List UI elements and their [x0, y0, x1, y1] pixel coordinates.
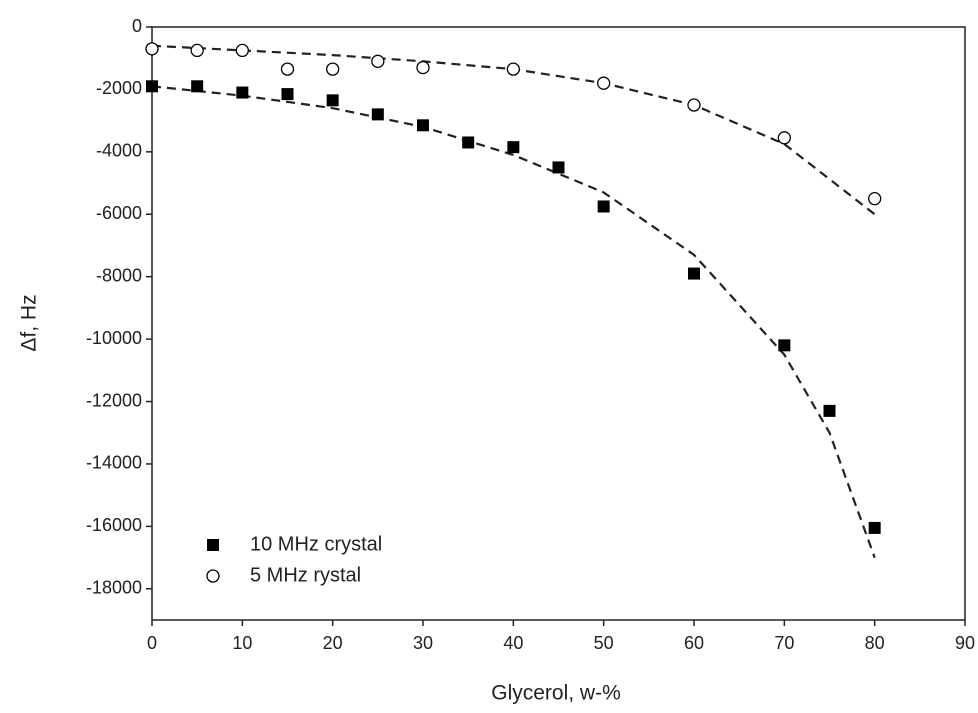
marker-square — [778, 339, 791, 352]
y-tick-label: 0 — [132, 16, 142, 36]
y-tick-label: -16000 — [86, 515, 142, 535]
marker-square — [462, 136, 475, 149]
y-tick-label: -6000 — [96, 203, 142, 223]
marker-circle — [687, 98, 701, 112]
marker-square — [417, 119, 429, 132]
marker-circle — [597, 76, 611, 90]
x-tick-label: 80 — [865, 633, 885, 653]
marker-circle — [326, 62, 340, 76]
x-tick-label: 60 — [684, 633, 704, 653]
marker-square — [281, 88, 294, 101]
marker-circle — [145, 42, 159, 56]
x-tick-label: 90 — [955, 633, 975, 653]
y-tick-label: -8000 — [96, 265, 142, 285]
marker-circle — [190, 43, 204, 58]
x-axis-label: Glycerol, w-% — [491, 682, 621, 705]
x-tick-label: 0 — [147, 633, 157, 653]
x-tick-label: 10 — [232, 633, 252, 653]
marker-square — [146, 80, 158, 93]
marker-square — [371, 108, 384, 121]
marker-square — [868, 521, 881, 534]
legend-label: 5 MHz rystal — [250, 564, 361, 586]
y-tick-label: -10000 — [86, 328, 142, 348]
marker-circle — [506, 62, 520, 76]
y-tick-label: -4000 — [96, 141, 142, 161]
legend-marker — [206, 569, 220, 583]
x-tick-label: 40 — [503, 633, 523, 653]
x-tick-label: 50 — [594, 633, 614, 653]
marker-square — [688, 267, 700, 280]
marker-square — [191, 80, 204, 93]
legend-marker — [207, 539, 219, 551]
y-tick-label: -2000 — [96, 78, 142, 98]
marker-square — [326, 94, 339, 107]
y-axis-label: Δf, Hz — [18, 294, 41, 351]
x-tick-label: 20 — [323, 633, 343, 653]
y-tick-label: -14000 — [86, 453, 142, 473]
marker-square — [823, 404, 836, 417]
x-tick-label: 70 — [774, 633, 794, 653]
marker-square — [552, 161, 565, 174]
plot-frame — [151, 26, 966, 621]
fit-line — [151, 85, 876, 558]
marker-square — [236, 86, 249, 99]
marker-square — [597, 200, 610, 213]
y-tick-label: -18000 — [86, 578, 142, 598]
y-tick-label: -12000 — [86, 390, 142, 410]
marker-circle — [868, 192, 882, 206]
marker-circle — [280, 62, 295, 76]
marker-circle — [777, 131, 791, 145]
marker-circle — [416, 60, 430, 75]
x-tick-label: 30 — [413, 633, 433, 653]
marker-square — [507, 141, 520, 154]
marker-circle — [371, 54, 385, 68]
marker-circle — [235, 43, 249, 58]
legend-label: 10 MHz crystal — [250, 533, 382, 555]
